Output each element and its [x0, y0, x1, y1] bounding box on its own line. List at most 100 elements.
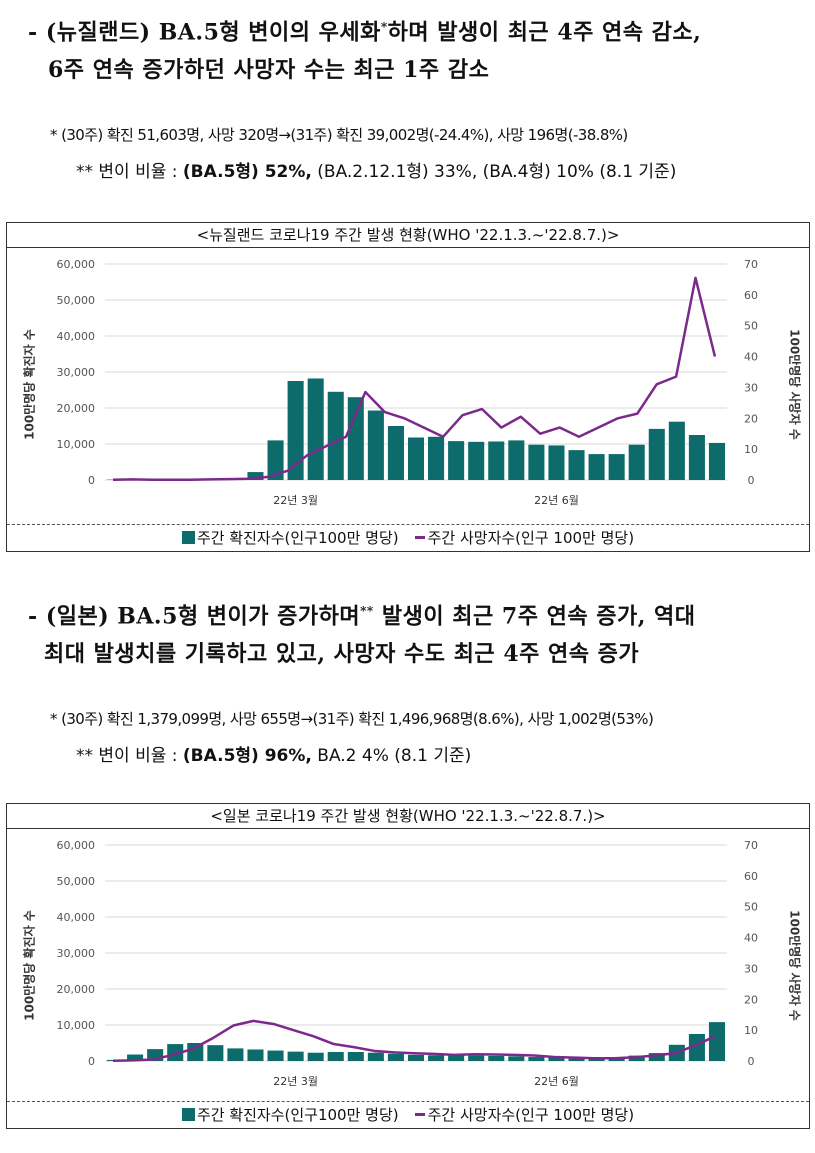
- bar: [548, 1057, 565, 1061]
- y-tick-label: 60,000: [57, 839, 96, 852]
- y-tick-label: 50,000: [57, 875, 96, 888]
- y2-tick-label: 70: [744, 839, 758, 852]
- bar: [528, 1057, 545, 1061]
- y-tick-label: 20,000: [57, 983, 96, 996]
- nz-note-variants-pre: ** 변이 비율 :: [76, 162, 183, 182]
- bar: [207, 1045, 224, 1061]
- nz-heading-rest: 하며 발생이 최근 4주 연속 감소,: [387, 19, 702, 46]
- bar: [488, 1055, 505, 1061]
- legend-line-swatch: [414, 536, 425, 539]
- bar: [568, 450, 585, 480]
- nz-note-variants-post: (BA.2.12.1형) 33%, (BA.4형) 10% (8.1 기준): [311, 162, 677, 182]
- jp-legend-line: 주간 사망자수(인구 100만 명당): [427, 1106, 635, 1124]
- jp-heading: - (일본) BA.5형 변이가 증가하며** 발생이 최근 7주 연속 증가,…: [28, 592, 805, 673]
- bar: [127, 1054, 144, 1061]
- y2-tick-label: 60: [744, 289, 758, 302]
- bar: [227, 1048, 244, 1061]
- y2-tick-label: 10: [744, 443, 758, 456]
- bar: [347, 1052, 364, 1061]
- y-tick-label: 0: [88, 1055, 95, 1068]
- bar: [267, 1050, 284, 1061]
- nz-heading-prefix: (뉴질랜드) BA.5형 변이의 우세화: [45, 19, 381, 46]
- jp-heading-rest: 발생이 최근 7주 연속 증가, 역대: [373, 603, 696, 630]
- nz-chart-svg: 0 10,000 20,000 30,000 40,000 50,000 60,000 0 10…: [57, 258, 759, 507]
- bar: [608, 454, 625, 480]
- bar: [407, 437, 425, 480]
- bar: [668, 421, 685, 480]
- jp-heading-dash: -: [28, 603, 38, 630]
- nz-legend-bars: 주간 확진자수(인구100만 명당): [196, 529, 399, 547]
- bar: [488, 441, 505, 480]
- nz-chart-title: <뉴질랜드 코로나19 주간 발생 현황(WHO '22.1.3.~'22.8.…: [7, 223, 809, 248]
- bar: [307, 1052, 324, 1061]
- jp-legend-bars: 주간 확진자수(인구100만 명당): [196, 1106, 399, 1124]
- bar: [327, 391, 344, 480]
- y2-tick-label: 0: [748, 1055, 755, 1068]
- bar: [367, 410, 384, 480]
- y-tick-label: 40,000: [57, 330, 96, 343]
- bar: [247, 472, 264, 480]
- bar: [548, 445, 565, 480]
- jp-note-variants-bold: (BA.5형) 96%,: [182, 746, 312, 766]
- death-line: [112, 1019, 716, 1062]
- bar: [147, 1049, 164, 1061]
- y2-tick-label: 30: [744, 381, 758, 394]
- bar: [708, 442, 725, 480]
- bar: [428, 436, 445, 480]
- bar: [568, 1057, 585, 1061]
- jp-chart-svg: 0 10,000 20,000 30,000 40,000 50,000 60,000 0 10…: [57, 839, 759, 1088]
- bar: [628, 444, 645, 480]
- bar: [688, 1034, 705, 1061]
- legend-bar-swatch: [181, 1108, 195, 1121]
- bar: [588, 454, 605, 480]
- x-tick-label: 22년 3월: [273, 1075, 318, 1088]
- x-tick-label: 22년 3월: [273, 494, 318, 507]
- bar: [307, 378, 324, 480]
- jp-note-variants-pre: ** 변이 비율 :: [76, 746, 183, 766]
- bar: [468, 441, 485, 480]
- bar: [468, 1055, 485, 1061]
- nz-legend-line: 주간 사망자수(인구 100만 명당): [427, 529, 635, 547]
- y2-tick-label: 20: [744, 412, 758, 425]
- y2-tick-label: 60: [744, 870, 758, 883]
- y2-tick-label: 40: [744, 351, 758, 364]
- bar: [387, 426, 404, 480]
- y-tick-label: 20,000: [57, 402, 96, 415]
- bar: [688, 435, 705, 480]
- jp-note-cases: * (30주) 확진 1,379,099명, 사망 655명→(31주) 확진 …: [50, 710, 654, 728]
- bar: [448, 1055, 465, 1061]
- legend-bar-swatch: [181, 531, 195, 544]
- y-tick-label: 30,000: [57, 947, 96, 960]
- bar: [648, 1053, 665, 1061]
- bar: [347, 397, 364, 480]
- bar: [187, 1043, 204, 1061]
- nz-chart-area: 100만명당 확진자 수 100만명당 사망자 수 0 10,000 20,000 3…: [7, 248, 809, 525]
- bar: [407, 1054, 425, 1061]
- y2-tick-label: 10: [744, 1024, 758, 1037]
- x-tick-label: 22년 6월: [534, 494, 579, 507]
- y2-tick-label: 70: [744, 258, 758, 271]
- legend-line-swatch: [414, 1113, 425, 1116]
- y-tick-label: 40,000: [57, 911, 96, 924]
- jp-heading-prefix: (일본) BA.5형 변이가 증가하며: [45, 603, 361, 630]
- bar: [708, 1022, 725, 1061]
- nz-heading-footnote-mark: *: [380, 20, 388, 34]
- bar: [167, 1044, 184, 1061]
- nz-legend: 주간 확진자수(인구100만 명당) 주간 사망자수(인구 100만 명당): [7, 525, 809, 551]
- nz-chart-panel: <뉴질랜드 코로나19 주간 발생 현황(WHO '22.1.3.~'22.8.…: [6, 222, 810, 552]
- nz-note-cases: * (30주) 확진 51,603명, 사망 320명→(31주) 확진 39,…: [50, 126, 628, 144]
- jp-chart-title: <일본 코로나19 주간 발생 현황(WHO '22.1.3.~'22.8.7.…: [7, 804, 809, 829]
- y2-tick-label: 20: [744, 993, 758, 1006]
- bar: [428, 1055, 445, 1061]
- bar: [528, 444, 545, 480]
- y-tick-label: 10,000: [57, 438, 96, 451]
- jp-note-variants-post: BA.2 4% (8.1 기준): [311, 746, 472, 766]
- bar: [648, 428, 665, 480]
- nz-heading-line2: 6주 연속 증가하던 사망자 수는 최근 1주 감소: [48, 57, 490, 84]
- y2-tick-label: 50: [744, 901, 758, 914]
- y-tick-label: 30,000: [57, 366, 96, 379]
- y-tick-label: 50,000: [57, 294, 96, 307]
- bar: [247, 1049, 264, 1061]
- bar: [287, 1051, 304, 1061]
- bar: [367, 1052, 384, 1061]
